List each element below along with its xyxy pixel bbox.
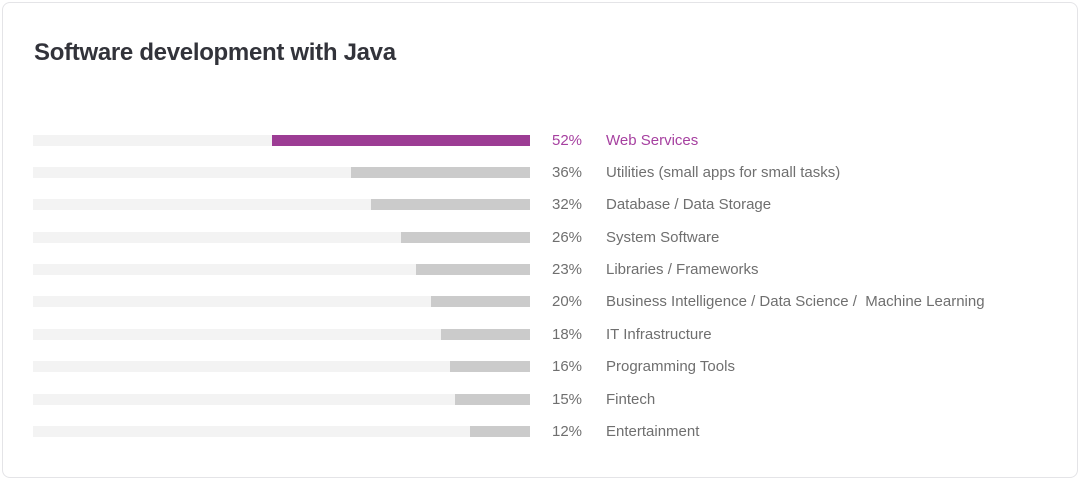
bar-fill — [440, 328, 530, 340]
bar-track — [33, 425, 530, 437]
bar-track — [33, 393, 530, 405]
bar-track — [33, 134, 530, 146]
bar-track — [33, 167, 530, 179]
bar-value-label: 16% — [552, 358, 583, 376]
bar-track — [33, 231, 530, 243]
bar-category-label: System Software — [606, 228, 720, 246]
bar-fill — [470, 425, 530, 437]
bar-value-label: 26% — [552, 228, 583, 246]
bar-value-label: 20% — [552, 293, 583, 311]
bar-category-label: IT Infrastructure — [606, 325, 712, 343]
bar-value-label: 18% — [552, 325, 583, 343]
bar-row: 12% Entertainment — [33, 415, 1053, 447]
bar-fill — [370, 199, 530, 211]
bar-category-label: Web Services — [606, 131, 699, 149]
bar-fill — [430, 296, 530, 308]
bar-fill — [455, 393, 530, 405]
bar-fill — [351, 167, 530, 179]
bar-row: 52% Web Services — [33, 124, 1053, 156]
bar-category-label: Programming Tools — [606, 358, 735, 376]
bar-row: 15% Fintech — [33, 383, 1053, 415]
bar-track — [33, 328, 530, 340]
bar-category-label: Libraries / Frameworks — [606, 261, 759, 279]
bar-category-label: Database / Data Storage — [606, 196, 772, 214]
bar-row: 32% Database / Data Storage — [33, 189, 1053, 221]
bar-row: 26% System Software — [33, 221, 1053, 253]
bar-track — [33, 199, 530, 211]
bar-value-label: 12% — [552, 422, 583, 440]
bar-value-label: 32% — [552, 196, 583, 214]
bar-category-label: Business Intelligence / Data Science / M… — [606, 293, 985, 311]
bar-value-label: 52% — [552, 131, 583, 149]
bar-track — [33, 264, 530, 276]
bar-chart: 52% Web Services 36% Utilities (small ap… — [33, 124, 1053, 448]
chart-title: Software development with Java — [34, 39, 396, 66]
bar-category-label: Entertainment — [606, 422, 700, 440]
bar-fill — [400, 231, 530, 243]
bar-value-label: 23% — [552, 261, 583, 279]
bar-category-label: Fintech — [606, 390, 656, 408]
bar-row: 20% Business Intelligence / Data Science… — [33, 286, 1053, 318]
bar-fill — [271, 134, 530, 146]
bar-category-label: Utilities (small apps for small tasks) — [606, 164, 841, 182]
bar-value-label: 15% — [552, 390, 583, 408]
bar-row: 16% Programming Tools — [33, 351, 1053, 383]
bar-track — [33, 361, 530, 373]
bar-fill — [450, 361, 530, 373]
bar-row: 36% Utilities (small apps for small task… — [33, 156, 1053, 188]
bar-value-label: 36% — [552, 164, 583, 182]
bar-fill — [415, 264, 530, 276]
bar-track — [33, 296, 530, 308]
bar-row: 23% Libraries / Frameworks — [33, 253, 1053, 285]
bar-row: 18% IT Infrastructure — [33, 318, 1053, 350]
